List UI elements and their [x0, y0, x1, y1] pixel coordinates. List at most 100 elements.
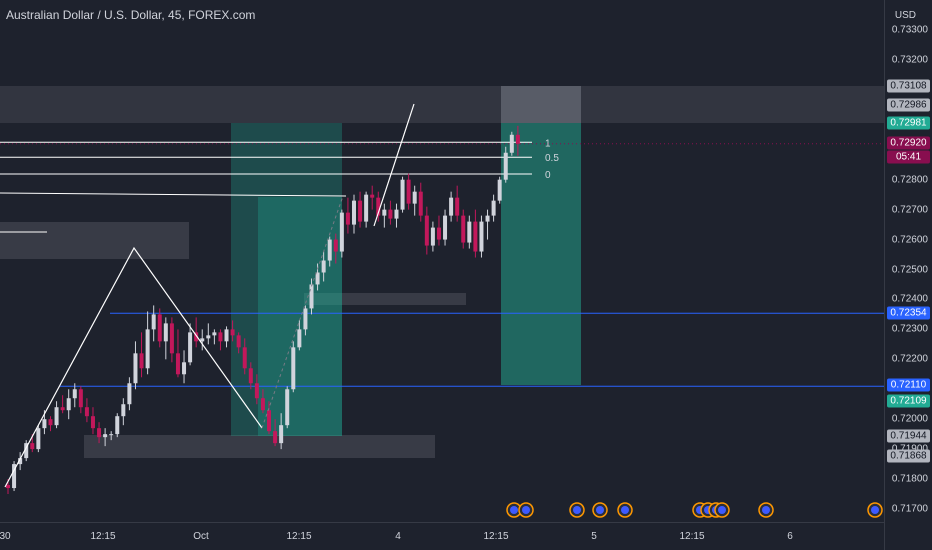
candle-body [449, 197, 454, 216]
candle-body [394, 209, 399, 219]
time-tick-label: 30 [0, 531, 11, 542]
price-tick-label: 0.73200 [891, 54, 928, 66]
candle-body [212, 332, 217, 336]
candle-body [412, 191, 417, 204]
candle-body [503, 152, 508, 180]
candle-body [497, 179, 502, 201]
price-axis[interactable]: USD 0.73300 0.73200 0.72800 0.72700 0.72600 0… [884, 0, 932, 550]
candle-body [54, 407, 59, 426]
candle-body [321, 260, 326, 273]
candle-body [333, 239, 338, 252]
calendar-event-flag-icon [718, 506, 726, 514]
chart-plot-area[interactable]: 1 0.5 0 Australian Dollar / U.S. Dollar, 4… [0, 0, 884, 522]
time-tick-label: 12:15 [286, 531, 312, 542]
price-label-badge: 0.72981 [887, 116, 930, 130]
candle-body [84, 407, 89, 417]
candle-body [248, 368, 253, 384]
candle-body [121, 404, 126, 417]
candle-body [364, 194, 369, 222]
candle-body [115, 416, 120, 435]
candle-body [109, 434, 114, 436]
candle-body [133, 353, 138, 384]
candle-body [418, 191, 423, 216]
candle-body [436, 227, 441, 240]
calendar-event-flag-icon [871, 506, 879, 514]
price-label-badge: 0.72986 [887, 98, 930, 112]
candle-body [157, 314, 162, 342]
candle-body [42, 419, 47, 429]
candle-body [236, 335, 241, 348]
candle-body [267, 410, 272, 432]
calendar-event-flag-icon [596, 506, 604, 514]
chart-svg[interactable]: 10.50 [0, 0, 884, 522]
candle-body [30, 443, 35, 450]
resistance-zone [0, 86, 884, 123]
candle-body [467, 221, 472, 243]
price-tick-label: 0.71700 [891, 503, 928, 515]
demand-zone [84, 435, 435, 458]
candle-body [370, 194, 375, 198]
time-axis[interactable]: 30 12:15 Oct 12:15 4 12:15 5 12:15 6 [0, 522, 884, 550]
candle-body [24, 443, 29, 459]
candle-body [254, 383, 259, 399]
candle-body [479, 221, 484, 252]
candle-body [285, 389, 290, 426]
candle-body [400, 179, 405, 210]
candle-body [139, 353, 144, 369]
candle-body [218, 332, 223, 342]
candle-body [206, 335, 211, 339]
projection-line [261, 195, 344, 429]
candle-body [455, 197, 460, 216]
fib-level-label: 0 [545, 170, 551, 181]
candle-body [242, 347, 247, 369]
candle-body [72, 389, 77, 399]
candle-body [230, 329, 235, 336]
candle-body [103, 434, 108, 438]
candle-body [491, 200, 496, 216]
candle-body [194, 332, 199, 342]
candle-body [406, 179, 411, 204]
candle-body [188, 332, 193, 363]
candle-body [515, 134, 520, 144]
candle-body [200, 338, 205, 342]
candle-body [351, 200, 356, 225]
price-tick-label: 0.71900 [892, 444, 928, 455]
price-tick-label: 0.71800 [891, 473, 928, 485]
position-box-right [501, 123, 581, 385]
time-tick-label: 12:15 [483, 531, 509, 542]
candle-body [151, 314, 156, 330]
price-tick-label: 0.72400 [891, 293, 928, 305]
calendar-event-flag-icon [510, 506, 518, 514]
price-tick-label: 0.73300 [891, 24, 928, 36]
candle-body [18, 458, 23, 465]
price-label-badge: 0.72354 [887, 306, 930, 320]
candle-body [461, 215, 466, 243]
price-tick-label: 0.72200 [891, 353, 928, 365]
price-label-badge: 0.72920 [887, 136, 930, 150]
time-tick-label: Oct [193, 531, 209, 542]
candle-body [297, 329, 302, 348]
candle-body [97, 428, 102, 438]
candle-body [279, 425, 284, 444]
time-tick-label: 4 [395, 531, 401, 542]
resistance-zone-highlight [501, 86, 581, 123]
supply-zone [0, 222, 189, 259]
candle-body [388, 209, 393, 219]
candle-body [315, 272, 320, 285]
trend-line [0, 192, 347, 197]
candle-body [12, 464, 17, 489]
candle-body [376, 197, 381, 216]
candle-body [163, 323, 168, 342]
fib-level-label: 1 [545, 138, 551, 149]
candle-body [473, 221, 478, 252]
price-tick-label: 0.72300 [891, 323, 928, 335]
chart-title: Australian Dollar / U.S. Dollar, 45, FOR… [6, 8, 256, 22]
calendar-event-flag-icon [762, 506, 770, 514]
price-label-badge: 05:41 [887, 150, 930, 164]
candle-body [169, 323, 174, 354]
price-label-badge: 0.71868 [887, 449, 930, 463]
candle-body [358, 200, 363, 222]
candle-body [260, 398, 265, 411]
candle-body [443, 215, 448, 240]
time-tick-label: 12:15 [679, 531, 705, 542]
